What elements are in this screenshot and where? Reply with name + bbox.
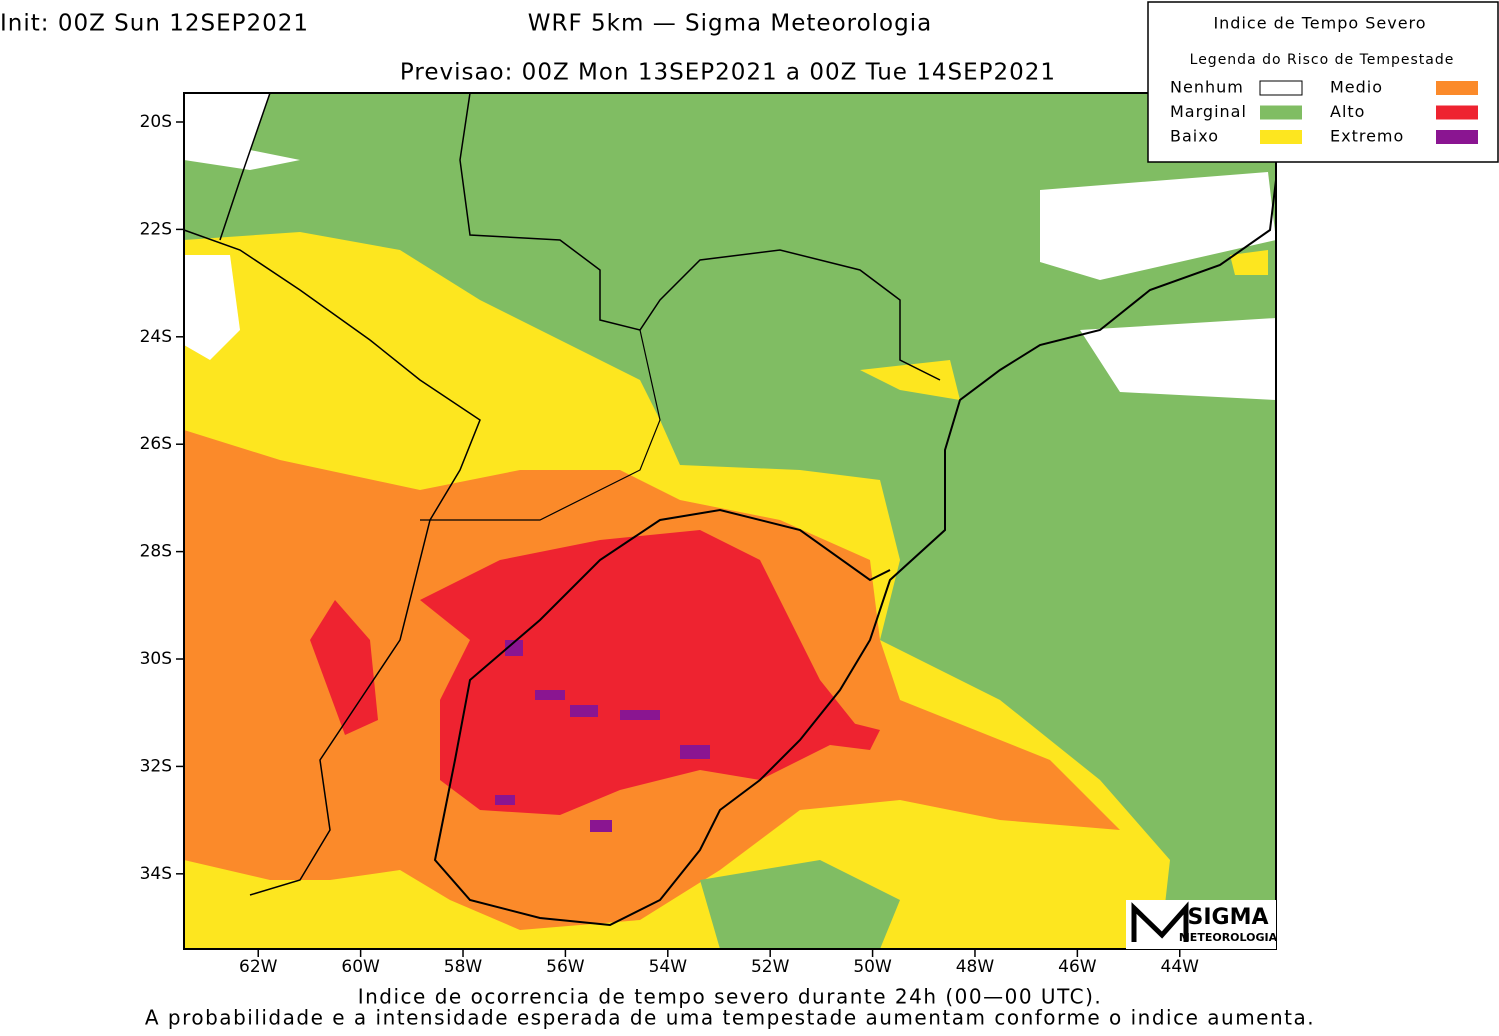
lat-tick-label: 24S <box>140 327 172 347</box>
lat-tick-label: 30S <box>140 649 172 669</box>
legend-subtitle: Legenda do Risco de Tempestade <box>1190 52 1455 68</box>
risk-extreme <box>620 710 660 720</box>
lon-tick-label: 58W <box>444 957 483 977</box>
lon-tick-label: 44W <box>1161 957 1200 977</box>
legend-title: Indice de Tempo Severo <box>1213 14 1426 33</box>
legend-label: Medio <box>1330 78 1383 97</box>
logo-name: SIGMA <box>1187 905 1268 930</box>
legend-label: Extremo <box>1330 127 1404 146</box>
border <box>459 92 941 381</box>
legend-swatch <box>1260 105 1302 120</box>
lat-tick-label: 22S <box>140 219 172 239</box>
lon-tick-label: 60W <box>341 957 380 977</box>
map <box>176 92 1277 957</box>
init-time: Init: 00Z Sun 12SEP2021 <box>0 11 309 37</box>
risk-extreme <box>570 705 598 717</box>
logo-mark <box>1131 901 1189 942</box>
lat-tick-label: 26S <box>140 434 172 454</box>
map-frame <box>183 92 1277 950</box>
lon-tick-label: 52W <box>751 957 790 977</box>
risk-none <box>184 93 300 170</box>
risk-none <box>1080 318 1276 400</box>
title: WRF 5km — Sigma Meteorologia <box>528 11 932 37</box>
legend: Indice de Tempo Severo Legenda do Risco … <box>1147 1 1499 163</box>
footer-note: A probabilidade e a intensidade esperada… <box>145 1006 1315 1030</box>
lon-tick-label: 50W <box>853 957 892 977</box>
legend-swatch <box>1436 81 1478 95</box>
legend-swatch <box>1260 130 1302 144</box>
lat-tick-label: 28S <box>140 542 172 562</box>
risk-high <box>420 530 860 815</box>
border <box>433 179 1277 927</box>
lon-tick-label: 54W <box>649 957 688 977</box>
footer-note: Indice de ocorrencia de tempo severo dur… <box>358 985 1103 1009</box>
risk-high <box>310 600 378 735</box>
legend-swatch <box>1259 80 1303 96</box>
legend-label: Baixo <box>1170 127 1219 146</box>
legend-swatch <box>1436 105 1478 120</box>
risk-high <box>830 720 880 750</box>
lat-tick-label: 32S <box>140 756 172 776</box>
lat-tick-label: 20S <box>140 112 172 132</box>
lon-tick-label: 62W <box>239 957 278 977</box>
risk-extreme <box>535 690 565 700</box>
legend-label: Nenhum <box>1170 78 1244 97</box>
forecast-period: Previsao: 00Z Mon 13SEP2021 a 00Z Tue 14… <box>400 60 1056 86</box>
logo-subname: METEOROLOGIA <box>1179 931 1278 944</box>
lon-tick-label: 56W <box>546 957 585 977</box>
risk-low <box>1230 250 1268 275</box>
lat-tick-label: 34S <box>140 864 172 884</box>
legend-label: Alto <box>1330 102 1365 121</box>
risk-marginal <box>700 860 900 949</box>
risk-extreme <box>505 640 523 656</box>
risk-extreme <box>495 795 515 805</box>
risk-extreme <box>680 745 710 759</box>
risk-none <box>1040 172 1276 280</box>
legend-label: Marginal <box>1170 102 1247 121</box>
lon-tick-label: 48W <box>956 957 995 977</box>
risk-none <box>184 255 240 360</box>
legend-swatch <box>1436 130 1478 144</box>
lon-tick-label: 46W <box>1058 957 1097 977</box>
border <box>219 92 271 241</box>
risk-extreme <box>590 820 612 832</box>
risk-low <box>860 360 960 400</box>
border <box>420 329 661 521</box>
